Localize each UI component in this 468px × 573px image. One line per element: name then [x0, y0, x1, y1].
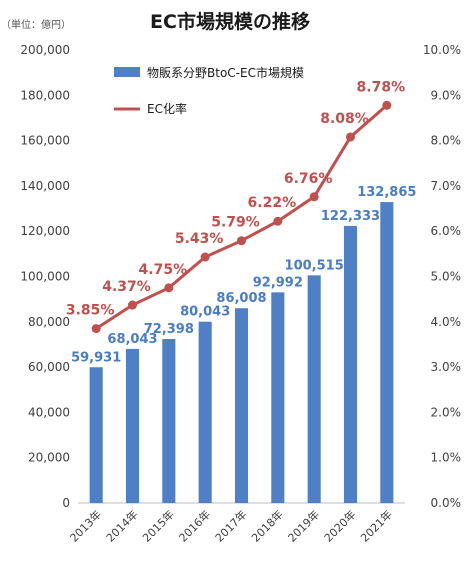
line-value-label: 6.76% [284, 171, 333, 187]
left-axis-tick-label: 40,000 [28, 405, 70, 419]
x-axis-tick-label: 2016年 [176, 507, 213, 544]
left-axis-tick-label: 0 [62, 496, 70, 510]
chart-title: EC市場規模の推移 [150, 10, 310, 33]
line-value-label: 5.79% [211, 215, 260, 231]
x-axis-tick-label: 2015年 [139, 507, 176, 544]
left-axis-tick-label: 60,000 [28, 360, 70, 374]
x-axis-tick-label: 2021年 [357, 507, 394, 544]
line-value-label: 4.37% [102, 279, 151, 295]
bar-value-label: 72,398 [144, 322, 194, 337]
bar [307, 275, 321, 503]
right-axis-tick-label: 2.0% [431, 405, 462, 419]
bar [162, 339, 176, 503]
bar-value-label: 86,008 [216, 291, 266, 306]
bar-series [89, 202, 394, 503]
legend-swatch-bar [114, 67, 140, 77]
bar-value-label: 132,865 [357, 185, 416, 200]
bar-value-label: 100,515 [285, 258, 344, 273]
line-value-label: 6.22% [248, 195, 297, 211]
left-axis-tick-label: 200,000 [20, 43, 70, 57]
line-point [382, 100, 392, 110]
right-axis-tick-label: 5.0% [431, 270, 462, 284]
right-axis-tick-label: 9.0% [431, 88, 462, 102]
right-axis-tick-label: 6.0% [431, 224, 462, 238]
bar [89, 367, 103, 503]
bar [380, 202, 394, 503]
right-axis-ticks: 0.0% 1.0% 2.0% 3.0% 4.0% 5.0% 6.0% 7.0% 8.0% 9.0%… [423, 43, 461, 510]
bar [271, 292, 285, 503]
left-axis-tick-label: 140,000 [20, 179, 70, 193]
bar-value-label: 59,931 [71, 350, 121, 365]
unit-label: （単位：億円） [1, 18, 71, 31]
line-value-label: 4.75% [139, 262, 188, 278]
line-series [91, 100, 392, 334]
line-point [346, 132, 355, 142]
line-point [237, 236, 246, 246]
right-axis-tick-label: 7.0% [431, 179, 462, 193]
right-axis-tick-label: 8.0% [431, 134, 462, 148]
x-axis-tick-label: 2019年 [285, 507, 322, 544]
right-axis-tick-label: 1.0% [431, 451, 462, 465]
line-data-labels: 3.85% 4.37%4.75% 5.43%5.79% 6.22% 6.76% 8.08%… [66, 79, 405, 318]
left-axis-tick-label: 20,000 [28, 451, 70, 465]
right-axis-tick-label: 4.0% [431, 315, 462, 329]
bar-value-label: 122,333 [321, 209, 380, 224]
x-axis-tick-label: 2020年 [321, 507, 358, 544]
line-point [128, 300, 137, 310]
left-axis-tick-label: 180,000 [20, 88, 70, 102]
bar-value-label: 80,043 [180, 305, 230, 320]
x-axis-ticks: 2013年 2014年 2015年 2016年 2017年 2018年 2019年 2020年… [67, 507, 395, 544]
bar-value-label: 68,043 [107, 332, 157, 347]
bar [125, 348, 140, 503]
x-axis-tick-label: 2014年 [103, 507, 140, 544]
line-point [273, 216, 283, 226]
bar [234, 308, 249, 503]
right-axis-tick-label: 3.0% [431, 360, 462, 374]
x-axis-tick-label: 2017年 [212, 507, 249, 544]
legend-label-line: EC化率 [147, 101, 187, 116]
line-value-label: 5.43% [175, 231, 224, 247]
right-axis-tick-label: 0.0% [431, 496, 462, 510]
line-value-label: 3.85% [66, 303, 115, 319]
x-axis-tick-label: 2018年 [248, 507, 285, 544]
right-axis-tick-label: 10.0% [423, 43, 461, 57]
bar-value-label: 92,992 [253, 275, 303, 290]
bar [343, 225, 358, 503]
line-value-label: 8.78% [357, 79, 406, 95]
line-point [200, 252, 210, 262]
legend-label-bar: 物販系分野BtoC-EC市場規模 [147, 65, 304, 80]
bar [198, 321, 212, 503]
left-axis-tick-label: 100,000 [20, 270, 70, 284]
legend: 物販系分野BtoC-EC市場規模 EC化率 [114, 65, 304, 116]
left-axis-ticks: 0 20,000 40,000 60,000 80,000 100,000 120,000 1… [20, 43, 70, 510]
left-axis-tick-label: 160,000 [20, 134, 70, 148]
line-value-label: 8.08% [320, 111, 369, 127]
left-axis-tick-label: 80,000 [28, 315, 70, 329]
line-point [164, 283, 174, 293]
x-axis-tick-label: 2013年 [67, 507, 104, 544]
line-point [91, 324, 101, 334]
left-axis-tick-label: 120,000 [20, 224, 70, 238]
line-point [309, 192, 319, 202]
